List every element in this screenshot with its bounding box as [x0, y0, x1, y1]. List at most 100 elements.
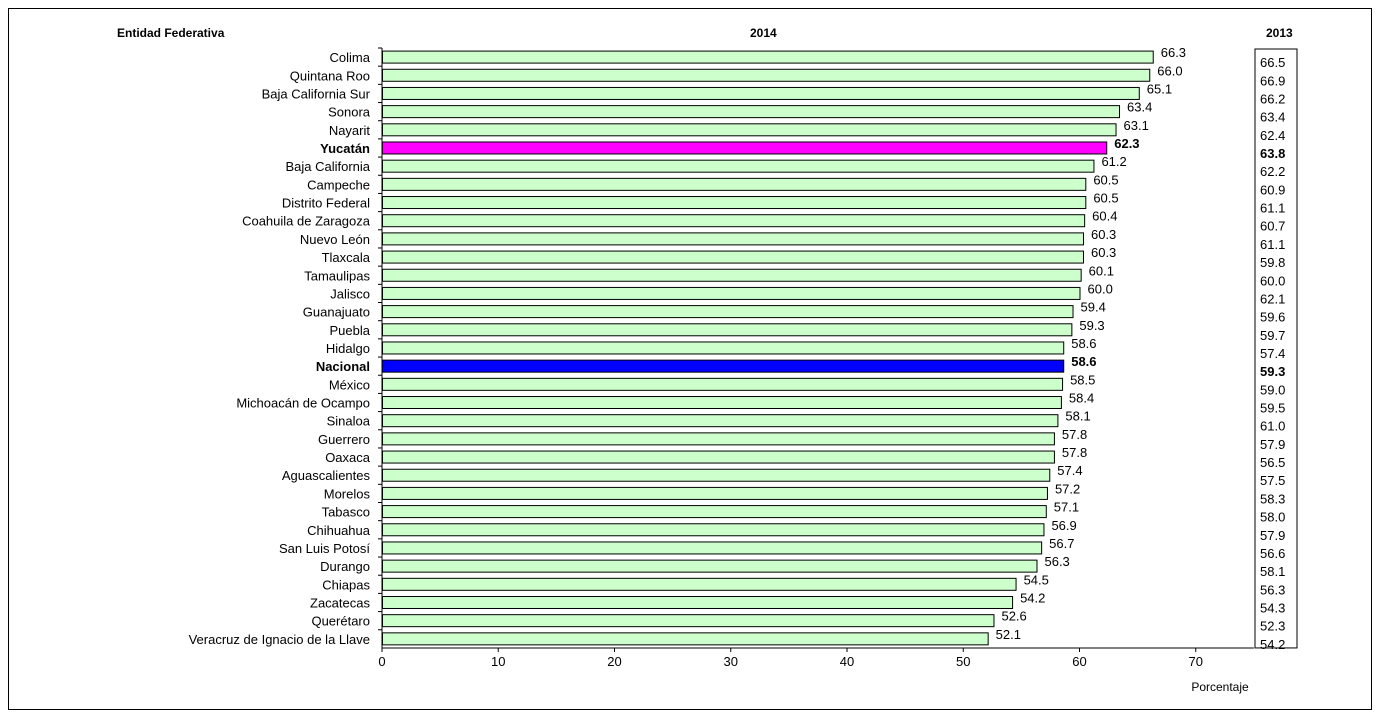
category-label: Guerrero — [318, 432, 370, 447]
data-label: 66.3 — [1161, 45, 1186, 60]
bar — [382, 577, 1017, 591]
bar — [382, 450, 1055, 464]
value-2013: 54.2 — [1260, 637, 1285, 652]
value-2013: 61.1 — [1260, 237, 1285, 252]
x-tick-label: 70 — [1189, 654, 1203, 669]
value-2013: 59.8 — [1260, 255, 1285, 270]
bar — [382, 286, 1081, 300]
bar — [382, 196, 1087, 210]
bar — [382, 68, 1151, 82]
bar — [382, 341, 1065, 355]
data-label: 66.0 — [1157, 63, 1182, 78]
category-label: Chiapas — [322, 577, 370, 592]
category-label: Veracruz de Ignacio de la Llave — [189, 632, 370, 647]
value-2013: 59.7 — [1260, 328, 1285, 343]
value-2013: 66.2 — [1260, 91, 1285, 106]
data-label: 58.6 — [1071, 336, 1096, 351]
category-label: Zacatecas — [310, 595, 370, 610]
data-label: 52.1 — [996, 627, 1021, 642]
value-2013: 63.4 — [1260, 110, 1285, 125]
data-label: 52.6 — [1001, 609, 1026, 624]
data-label: 58.5 — [1070, 372, 1095, 387]
category-label: Morelos — [324, 486, 371, 501]
value-2013: 57.4 — [1260, 346, 1285, 361]
bar — [382, 359, 1065, 373]
value-2013: 57.9 — [1260, 528, 1285, 543]
entity-column-header: Entidad Federativa — [117, 26, 225, 40]
value-2013: 61.0 — [1260, 419, 1285, 434]
x-tick-label: 20 — [607, 654, 621, 669]
category-label: México — [329, 377, 370, 392]
bar — [382, 505, 1047, 519]
bar — [382, 159, 1095, 173]
category-label: Jalisco — [330, 286, 370, 301]
data-label: 57.1 — [1054, 500, 1079, 515]
value-2013: 57.9 — [1260, 437, 1285, 452]
category-label: Campeche — [307, 177, 370, 192]
value-2013: 61.1 — [1260, 201, 1285, 216]
category-label: Puebla — [330, 323, 371, 338]
bar — [382, 177, 1087, 191]
category-label: Durango — [320, 559, 370, 574]
data-label: 60.5 — [1093, 191, 1118, 206]
table-2013-box — [1254, 48, 1298, 649]
value-2013: 56.6 — [1260, 546, 1285, 561]
bar — [382, 486, 1048, 500]
bar — [382, 396, 1062, 410]
bar — [382, 614, 995, 628]
data-label: 59.4 — [1081, 300, 1106, 315]
category-label: Hidalgo — [326, 341, 370, 356]
bar — [382, 595, 1014, 609]
category-label: Tlaxcala — [322, 250, 371, 265]
value-2013: 62.2 — [1260, 164, 1285, 179]
category-label: Nayarit — [329, 123, 371, 138]
category-label: Baja California Sur — [262, 86, 371, 101]
bar — [382, 305, 1074, 319]
bar — [382, 105, 1121, 119]
data-label: 57.2 — [1055, 481, 1080, 496]
data-label: 63.1 — [1124, 118, 1149, 133]
category-label: Tamaulipas — [304, 268, 370, 283]
category-label: Tabasco — [322, 505, 370, 520]
category-label: Distrito Federal — [282, 196, 370, 211]
category-label: Baja California — [285, 159, 370, 174]
category-label: Yucatán — [320, 141, 370, 156]
data-label: 61.2 — [1101, 154, 1126, 169]
category-label: Oaxaca — [325, 450, 371, 465]
data-label: 60.3 — [1091, 227, 1116, 242]
data-label: 56.9 — [1051, 518, 1076, 533]
data-label: 60.5 — [1093, 172, 1118, 187]
data-label: 56.3 — [1044, 554, 1069, 569]
x-tick-label: 30 — [724, 654, 738, 669]
value-2013: 52.3 — [1260, 619, 1285, 634]
bar — [382, 123, 1117, 137]
x-tick-label: 10 — [491, 654, 505, 669]
value-2013: 60.0 — [1260, 273, 1285, 288]
bar — [382, 50, 1154, 64]
value-2013: 57.5 — [1260, 473, 1285, 488]
value-2013: 60.7 — [1260, 219, 1285, 234]
data-label: 57.4 — [1057, 463, 1082, 478]
value-2013: 62.1 — [1260, 291, 1285, 306]
x-axis-title: Porcentaje — [1191, 680, 1249, 694]
value-2013: 59.5 — [1260, 401, 1285, 416]
value-2013: 66.5 — [1260, 55, 1285, 70]
data-label: 60.4 — [1092, 209, 1117, 224]
category-label: Sonora — [328, 105, 371, 120]
bar — [382, 632, 989, 646]
category-label: Nacional — [316, 359, 370, 374]
category-label: Quintana Roo — [290, 68, 370, 83]
value-2013: 60.9 — [1260, 182, 1285, 197]
data-label: 62.3 — [1114, 136, 1139, 151]
value-2013: 58.1 — [1260, 564, 1285, 579]
data-label: 54.5 — [1024, 572, 1049, 587]
data-label: 54.2 — [1020, 590, 1045, 605]
data-label: 58.6 — [1071, 354, 1096, 369]
bar — [382, 541, 1043, 555]
bar — [382, 523, 1045, 537]
data-label: 59.3 — [1079, 318, 1104, 333]
bar — [382, 250, 1084, 264]
category-label: Michoacán de Ocampo — [236, 396, 370, 411]
bar — [382, 214, 1086, 228]
year-2014-header: 2014 — [750, 26, 777, 40]
